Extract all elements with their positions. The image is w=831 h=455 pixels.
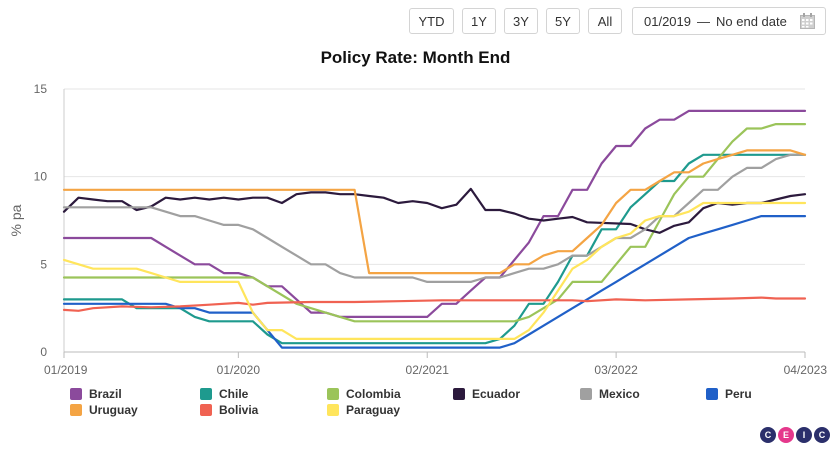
series-line-peru <box>62 215 807 349</box>
legend-item-mexico[interactable]: Mexico <box>580 387 640 401</box>
range-button-3y[interactable]: 3Y <box>504 8 538 34</box>
legend-swatch <box>706 388 718 400</box>
logo-letter: C <box>814 427 830 443</box>
legend-item-uruguay[interactable]: Uruguay <box>70 403 138 417</box>
legend-swatch <box>200 404 212 416</box>
legend-item-bolivia[interactable]: Bolivia <box>200 403 258 417</box>
logo-letter: C <box>760 427 776 443</box>
legend-label: Peru <box>725 387 752 401</box>
x-tick-label: 04/2023 <box>784 363 828 377</box>
date-range-separator: — <box>697 13 710 29</box>
series-line-brazil <box>62 109 807 318</box>
legend-label: Chile <box>219 387 249 401</box>
legend-swatch <box>200 388 212 400</box>
date-range-picker[interactable]: 01/2019 — No end date <box>632 7 826 35</box>
legend-item-ecuador[interactable]: Ecuador <box>453 387 520 401</box>
legend-label: Bolivia <box>219 403 259 417</box>
series-line-colombia <box>62 123 807 323</box>
logo-letter: E <box>778 427 794 443</box>
legend-label: Paraguay <box>346 403 401 417</box>
y-tick-label: 15 <box>34 82 48 96</box>
range-button-group: YTD 1Y 3Y 5Y All <box>409 8 622 34</box>
legend-item-peru[interactable]: Peru <box>706 387 752 401</box>
legend-swatch <box>70 388 82 400</box>
series-line-mexico <box>62 153 807 283</box>
x-tick-label: 01/2019 <box>44 363 88 377</box>
x-tick-label: 01/2020 <box>217 363 261 377</box>
range-button-ytd[interactable]: YTD <box>409 8 454 34</box>
series-line-paraguay <box>62 201 807 340</box>
y-tick-label: 10 <box>34 170 48 184</box>
legend-swatch <box>580 388 592 400</box>
legend-label: Colombia <box>346 387 401 401</box>
range-button-1y[interactable]: 1Y <box>462 8 496 34</box>
series-line-chile <box>62 153 807 345</box>
series-line-ecuador <box>62 187 807 234</box>
ceic-logo: C E I C <box>760 427 830 443</box>
range-button-5y[interactable]: 5Y <box>546 8 580 34</box>
date-range-start: 01/2019 <box>644 13 691 29</box>
x-tick-label: 03/2022 <box>594 363 638 377</box>
chart-legend: Brazil Chile Colombia Ecuador Mexico Peru Urug… <box>70 387 830 421</box>
range-button-all[interactable]: All <box>588 8 622 34</box>
legend-item-brazil[interactable]: Brazil <box>70 387 122 401</box>
series-line-bolivia <box>62 296 807 312</box>
y-tick-label: 5 <box>40 257 47 271</box>
legend-item-paraguay[interactable]: Paraguay <box>327 403 400 417</box>
legend-swatch <box>327 404 339 416</box>
legend-label: Ecuador <box>472 387 521 401</box>
legend-swatch <box>327 388 339 400</box>
legend-swatch <box>453 388 465 400</box>
series-line-uruguay <box>62 149 807 275</box>
legend-label: Mexico <box>599 387 640 401</box>
legend-label: Uruguay <box>89 403 138 417</box>
legend-swatch <box>70 404 82 416</box>
y-axis-label: % pa <box>8 204 24 236</box>
legend-item-chile[interactable]: Chile <box>200 387 248 401</box>
date-range-end: No end date <box>716 13 787 29</box>
logo-letter: I <box>796 427 812 443</box>
chart-title: Policy Rate: Month End <box>320 48 511 67</box>
legend-item-colombia[interactable]: Colombia <box>327 387 401 401</box>
y-tick-label: 0 <box>40 345 47 359</box>
legend-label: Brazil <box>89 387 122 401</box>
calendar-icon[interactable] <box>800 13 815 32</box>
x-tick-label: 02/2021 <box>406 363 450 377</box>
